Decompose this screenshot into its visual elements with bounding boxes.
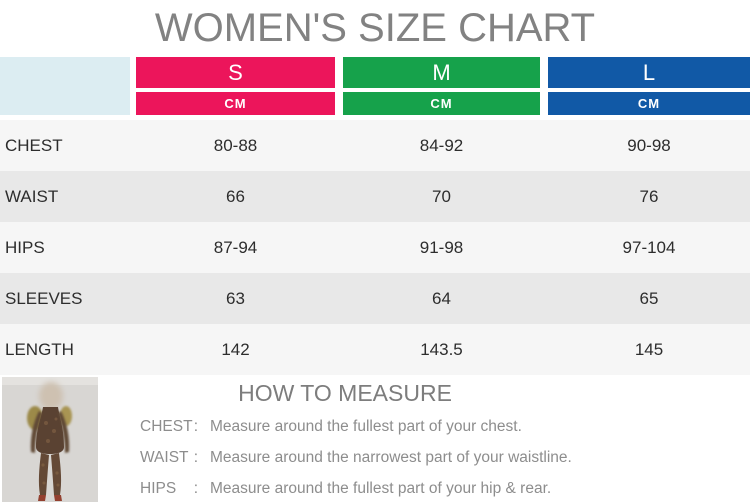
how-to-measure-heading: HOW TO MEASURE <box>238 380 452 406</box>
cell-value: 143.5 <box>420 339 463 359</box>
row-label: SLEEVES <box>5 288 83 308</box>
cell-value: 66 <box>226 186 245 206</box>
table-row-sleeves: SLEEVES 63 64 65 <box>0 273 750 324</box>
cell-value: 63 <box>226 288 245 308</box>
cell-value: 65 <box>639 288 659 308</box>
unit-header-l: CM <box>548 92 750 115</box>
table-row-length: LENGTH 142 143.5 145 <box>0 324 750 375</box>
cell-value: 70 <box>432 186 451 206</box>
model-photo <box>2 377 98 502</box>
guide-label-word: HIPS <box>140 479 177 497</box>
cell-value: 97-104 <box>622 237 676 257</box>
guide-label: WAIST: <box>140 449 198 467</box>
row-label: LENGTH <box>5 339 74 359</box>
unit-header-m: CM <box>343 92 540 115</box>
guide-line-waist: WAIST: Measure around the narrowest part… <box>140 442 572 473</box>
table-row-chest: CHEST 80-88 84-92 90-98 <box>0 120 750 171</box>
row-label: CHEST <box>5 135 63 155</box>
cell-value: 84-92 <box>419 135 464 155</box>
size-header-row: S M L <box>136 57 750 88</box>
size-header-s: S <box>136 57 335 88</box>
size-header-l: L <box>548 57 750 88</box>
cell-value: 145 <box>634 339 664 359</box>
corner-cell <box>0 57 130 115</box>
guide-label-word: WAIST <box>140 448 189 466</box>
guide-colon: : <box>193 448 198 466</box>
guide-text: Measure around the narrowest part of you… <box>210 448 572 466</box>
table-header: S M L CM CM CM <box>0 57 750 115</box>
table-row-hips: HIPS 87-94 91-98 97-104 <box>0 222 750 273</box>
size-table-body: CHEST 80-88 84-92 90-98 WAIST 66 70 76 H… <box>0 120 750 375</box>
guide-text: Measure around the fullest part of your … <box>210 417 522 435</box>
cell-value: 142 <box>221 339 250 359</box>
unit-header-s: CM <box>136 92 335 115</box>
cell-value: 91-98 <box>419 237 464 257</box>
cell-value: 90-98 <box>627 135 671 155</box>
page-title: WOMEN'S SIZE CHART <box>154 6 596 50</box>
size-header-m: M <box>343 57 540 88</box>
unit-header-row: CM CM CM <box>136 92 750 115</box>
guide-colon: : <box>193 479 198 497</box>
guide-line-hips: HIPS: Measure around the fullest part of… <box>140 473 572 504</box>
cell-value: 80-88 <box>213 135 258 155</box>
guide-colon: : <box>193 417 198 435</box>
guide-label-word: CHEST <box>140 417 193 435</box>
cell-value: 87-94 <box>213 237 258 257</box>
row-label: HIPS <box>5 237 45 257</box>
guide-label: CHEST: <box>140 418 198 436</box>
guide-line-chest: CHEST: Measure around the fullest part o… <box>140 411 572 442</box>
cell-value: 76 <box>639 186 659 206</box>
how-to-measure-section: HOW TO MEASURE CHEST: Measure around the… <box>0 375 750 504</box>
table-row-waist: WAIST 66 70 76 <box>0 171 750 222</box>
measure-guide-list: CHEST: Measure around the fullest part o… <box>140 411 572 504</box>
guide-label: HIPS: <box>140 480 198 498</box>
guide-text: Measure around the fullest part of your … <box>210 479 552 497</box>
row-label: WAIST <box>5 186 59 206</box>
cell-value: 64 <box>432 288 451 308</box>
